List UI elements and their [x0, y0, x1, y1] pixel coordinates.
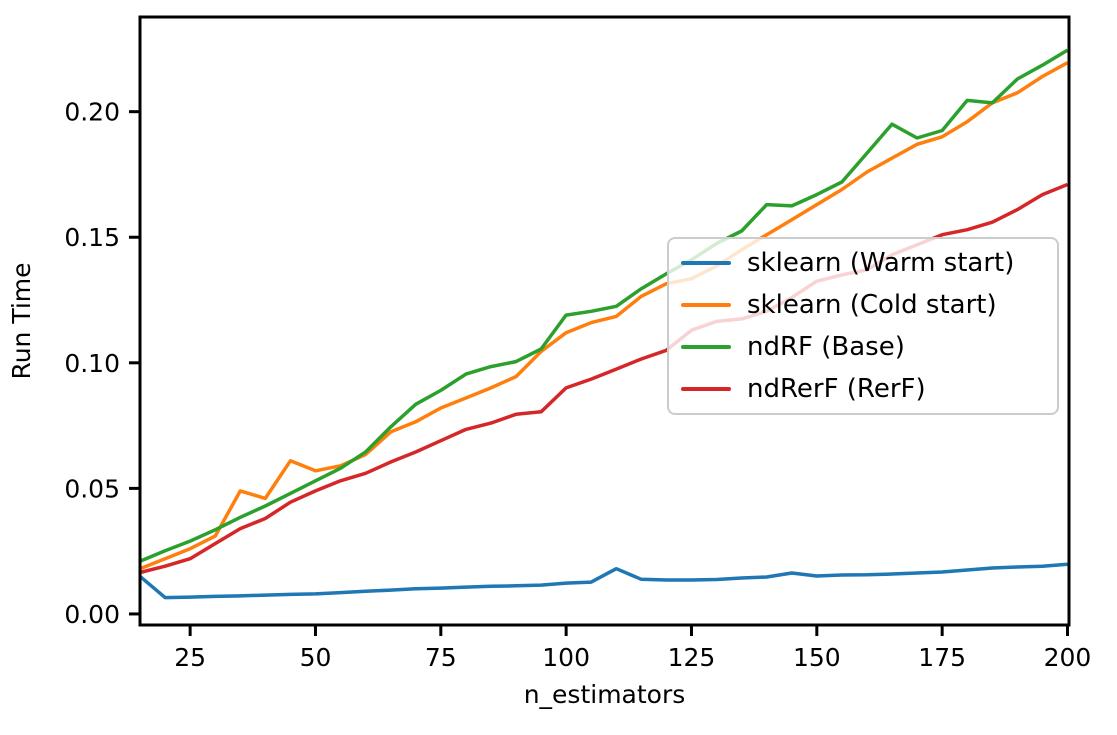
series-line-sklearn-warm-start: [138, 562, 1068, 600]
x-tick-label: 175: [918, 643, 966, 672]
legend: sklearn (Warm start) sklearn (Cold start)…: [667, 237, 1059, 415]
legend-label: ndRerF (RerF): [747, 374, 926, 404]
y-tick-label: 0.20: [64, 98, 120, 127]
legend-line-sample: [681, 303, 731, 307]
legend-item: sklearn (Cold start): [669, 284, 1057, 326]
legend-line-sample: [681, 345, 731, 349]
legend-label: sklearn (Cold start): [747, 290, 997, 320]
axes-spines: [138, 15, 1071, 627]
legend-label: sklearn (Warm start): [747, 248, 1015, 278]
x-tick-label: 50: [300, 643, 332, 672]
legend-item: sklearn (Warm start): [669, 242, 1057, 284]
legend-item: ndRF (Base): [669, 326, 1057, 368]
y-tick-label: 0.05: [64, 474, 120, 503]
x-tick-label: 75: [425, 643, 457, 672]
y-tick-label: 0.15: [64, 223, 120, 252]
x-axis-label: n_estimators: [524, 680, 686, 709]
x-tick-label: 100: [542, 643, 590, 672]
legend-line-sample: [681, 261, 731, 265]
x-tick-label: 200: [1044, 643, 1092, 672]
series-line-ndrf-base: [139, 48, 1069, 563]
series-line-sklearn-cold-start: [139, 61, 1069, 571]
legend-line-sample: [681, 387, 731, 391]
y-tick-label: 0.10: [64, 349, 120, 378]
y-tick-label: 0.00: [64, 600, 120, 629]
legend-item: ndRerF (RerF): [669, 368, 1057, 410]
x-tick-label: 150: [793, 643, 841, 672]
legend-label: ndRF (Base): [747, 332, 905, 362]
y-axis-label: Run Time: [7, 262, 36, 379]
x-tick-label: 125: [668, 643, 716, 672]
x-tick-label: 25: [174, 643, 206, 672]
